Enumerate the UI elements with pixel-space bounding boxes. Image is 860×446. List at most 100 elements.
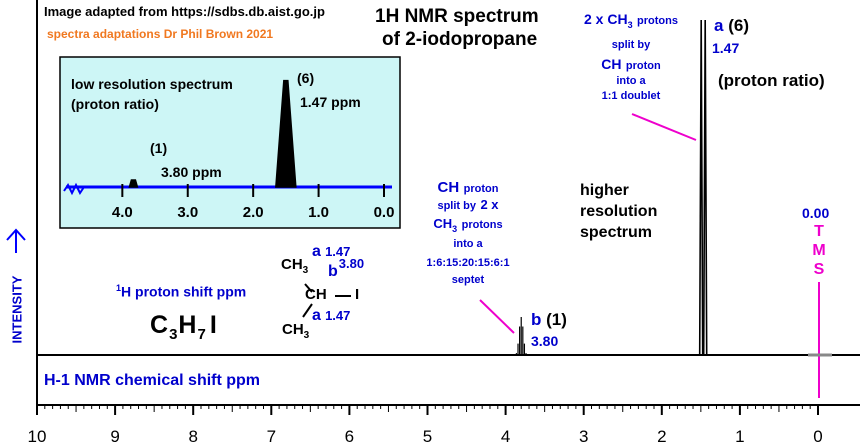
peak-a-label: a (6) [714,16,749,36]
ch3-annot-line4: into a [616,75,646,88]
x-axis-tick-labels: 10 9 8 7 6 5 4 3 2 1 0 [28,427,823,446]
inset-peak-a-ratio: (6) [297,70,315,86]
ch-proton-ch3: CH [433,216,453,231]
y-axis-label: INTENSITY [9,275,25,344]
bond-ch-ch3-bottom [302,303,313,318]
inset-peak-b-ratio: (1) [150,140,168,156]
label-b-letter: b [328,263,338,280]
molecule-iodine: I [355,286,360,303]
higher-res-label: higher resolution spectrum [580,180,657,243]
label-a-bottom-shift: 1.47 [325,308,351,323]
peak-a-shift: 1.47 [712,40,740,56]
label-a-top-shift: 1.47 [325,244,351,259]
ch-proton-line2: split by 2 x [418,197,518,214]
ch-proton-splitby: split by [437,200,476,212]
x-axis-ticks [36,405,819,415]
ch-proton-annotation: CH proton split by 2 x CH3 protons into … [418,180,518,288]
ch-proton-line1: CH proton [418,180,518,197]
label-b-shift: 3.80 [338,256,365,271]
peak-b-shift: 3.80 [531,333,559,349]
molecule-label-a-top: a 1.47 [312,243,350,261]
x-tick-label: 9 [110,427,119,446]
tms-label: T M S [810,222,828,279]
septet-pointer-line [479,299,515,334]
formula-c-count: 3 [169,326,179,343]
ch3-top-text: CH [281,256,303,273]
intensity-arrow-icon [6,228,26,253]
doublet-pointer-line [631,113,697,141]
proton-shift-label-superscript: 1 [116,283,122,293]
doublet-line-2 [702,19,708,356]
ch3-annot-line1: 2 x CH3 protons [556,12,706,33]
x-tick-label: 0 [813,427,822,446]
formula-c: C [150,311,170,339]
ch3-bottom-text: CH [282,321,304,338]
higher-res-line3: spectrum [580,224,653,241]
formula-h-count: 7 [197,326,207,343]
inset-heading-1: low resolution spectrum [71,76,233,92]
x-tick-label: 5 [423,427,432,446]
peak-a-ratio: (6) [728,16,749,35]
x-tick-label: 2 [657,427,666,446]
peak-a-letter: a [714,16,724,35]
formula-i: I [209,311,218,339]
inset-peaks [128,79,297,188]
molecule-label-b: b3.80 [328,256,364,281]
ch-proton-line6: septet [451,274,485,287]
chart-title-line1: 1H NMR spectrum [375,6,539,27]
ch-proton-line5: 1:6:15:20:15:6:1 [426,257,510,270]
molecule-ch3-bottom: CH3 [282,321,309,341]
inset-tick-label: 0.0 [374,204,395,221]
molecule-ch: CH [305,286,327,303]
inset-axis-break [63,182,85,196]
inset-tick-label: 1.0 [308,204,329,221]
ch3-annot-line3: CH proton [556,57,706,74]
inset-tick-label: 4.0 [112,204,133,221]
molecule-label-a-bottom: a 1.47 [312,307,350,325]
tms-letter-m: M [812,242,826,259]
tms-value: 0.00 [802,205,830,221]
peak-b-letter: b [531,310,542,329]
ch3-annot-ch: CH [601,56,622,73]
ch-proton-line4: into a [453,238,483,251]
ch-proton-protons: protons [461,219,503,231]
chart-title-line2: of 2-iodopropane [382,29,538,50]
formula-h: H [178,311,198,339]
proton-shift-label: 1H proton shift ppm [116,283,246,300]
inset-heading-2: (proton ratio) [71,96,159,112]
ch3-top-sub: 3 [302,265,309,276]
bond-ch-ch3-top [304,283,313,293]
inset-tick-label: 3.0 [177,204,198,221]
ch3-annot-proton: proton [625,60,661,73]
higher-res-line1: higher [580,182,629,199]
doublet-line-1 [698,19,704,356]
peak-b-label: b (1) [531,310,567,330]
ch-proton-2x: 2 x [480,197,499,212]
x-tick-label: 6 [345,427,354,446]
label-a-top-letter: a [312,243,321,260]
ch3-annot-line5: 1:1 doublet [601,90,661,103]
x-tick-label: 8 [188,427,197,446]
source-credit: Image adapted from https://sdbs.db.aist.… [44,4,325,19]
ch3-annot-protons: protons [637,15,678,27]
high-res-peaks [515,19,708,356]
x-tick-label: 1 [735,427,744,446]
molecule-ch3-top: CH3 [281,256,308,276]
ch3-annot-2xch: 2 x CH [584,11,628,27]
higher-res-line2: resolution [580,203,658,220]
author-credit: spectra adaptations Dr Phil Brown 2021 [47,27,274,41]
inset-peak-2 [275,79,297,188]
x-tick-label: 7 [267,427,276,446]
x-tick-label: 4 [501,427,510,446]
inset-tick-label: 2.0 [243,204,264,221]
x-tick-label: 10 [28,427,47,446]
inset-peak-b-shift: 3.80 ppm [161,164,222,180]
tms-letter-s: S [813,261,825,278]
inset-peak-1 [128,179,139,188]
proton-ratio-label: (proton ratio) [718,71,825,90]
inset-peak-a-shift: 1.47 ppm [300,94,361,110]
x-axis-label: H-1 NMR chemical shift ppm [44,372,261,389]
peak-b-ratio: (1) [546,310,567,329]
molecular-formula: C3H7 I [150,311,218,343]
